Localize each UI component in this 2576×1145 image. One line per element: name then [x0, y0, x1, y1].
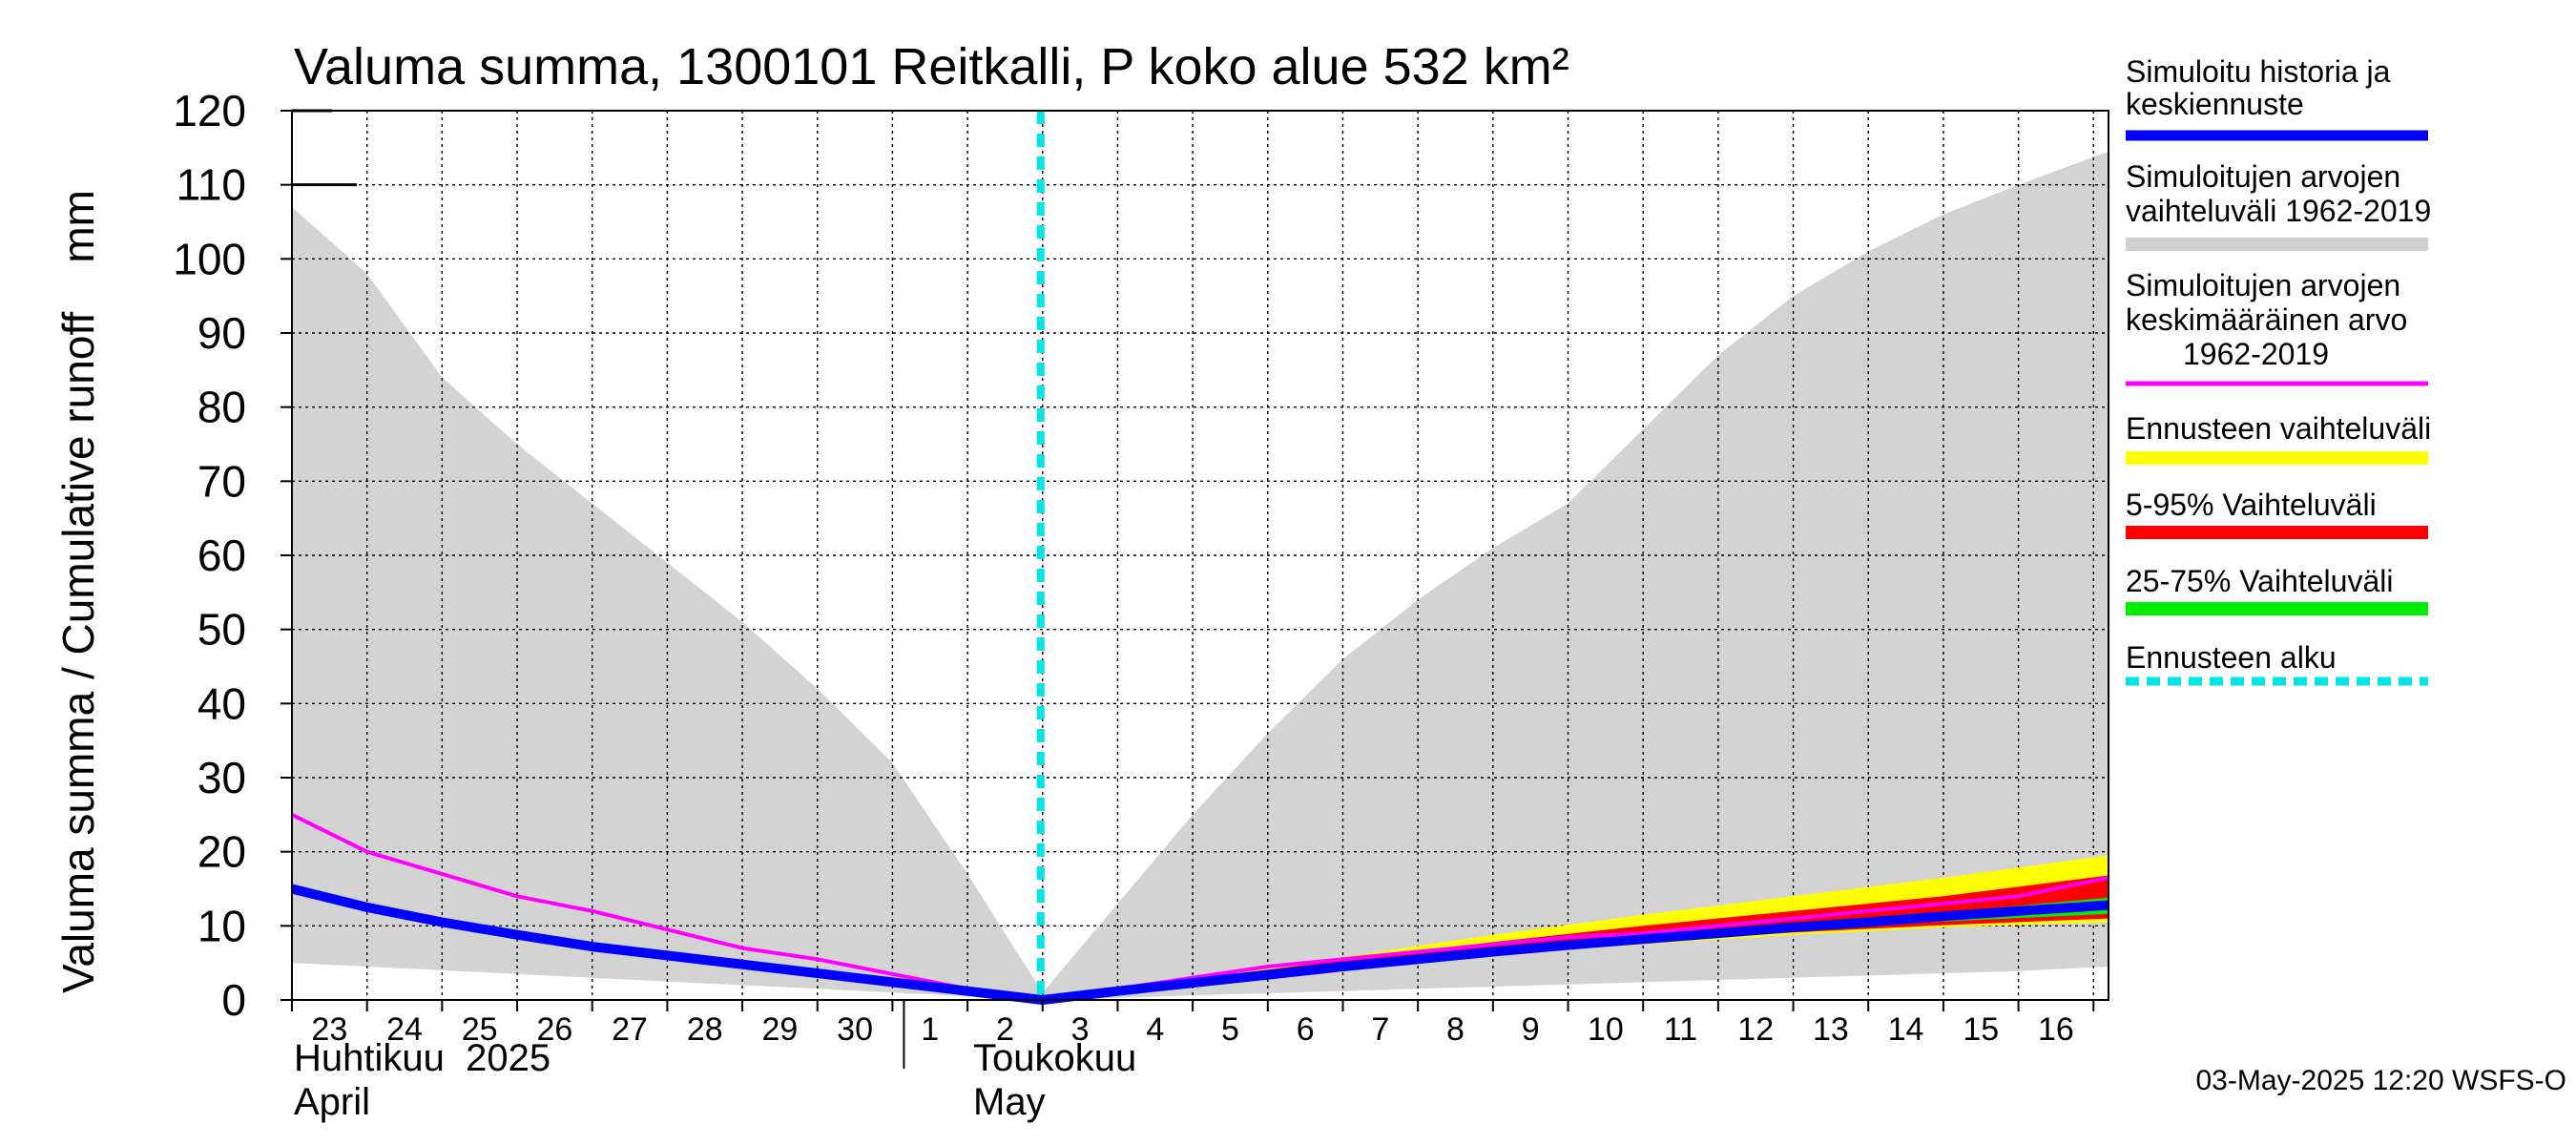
y-tick-label: 0	[221, 975, 246, 1025]
legend-text: vaihteluväli 1962-2019	[2126, 194, 2431, 228]
month-label-may-fi: Toukokuu	[973, 1037, 1136, 1079]
legend-text: Simuloitujen arvojen	[2126, 159, 2400, 194]
x-tick-label: 24	[386, 1011, 423, 1048]
y-tick-label: 90	[197, 308, 246, 358]
x-tick-label: 11	[1664, 1011, 1697, 1048]
legend-text: keskimääräinen arvo	[2126, 302, 2407, 337]
x-tick-label: 6	[1297, 1011, 1315, 1048]
x-tick-label: 16	[2038, 1011, 2074, 1048]
legend-item: 25-75% Vaihteluväli	[2126, 564, 2428, 615]
x-tick-label: 23	[311, 1011, 347, 1048]
y-tick-label: 110	[177, 160, 246, 210]
y-tick-label: 20	[197, 827, 246, 877]
line-simuloitujen-arvojen-keskim-r-inen-arvo-1962-2019	[291, 813, 2109, 1002]
x-tick-label: 12	[1737, 1011, 1774, 1048]
x-tick-label: 27	[612, 1011, 648, 1048]
legend-text: Ennusteen vaihteluväli	[2126, 411, 2431, 446]
legend-text: Ennusteen alku	[2126, 640, 2337, 675]
footer-timestamp: 03-May-2025 12:20 WSFS-O	[2196, 1065, 2567, 1096]
x-tick-label: 4	[1146, 1011, 1164, 1048]
y-tick-label: 40	[197, 678, 246, 728]
y-tick-label: 50	[197, 605, 246, 655]
y-tick-label: 70	[197, 456, 246, 506]
x-tick-label: 5	[1221, 1011, 1239, 1048]
legend-item: 5-95% Vaihteluväli	[2126, 488, 2428, 539]
x-tick-label: 8	[1446, 1011, 1465, 1048]
x-tick-label: 30	[837, 1011, 873, 1048]
x-tick-label: 28	[687, 1011, 723, 1048]
legend-item: Ennusteen alku	[2126, 640, 2428, 686]
y-tick-label: 80	[197, 383, 246, 432]
y-tick-label: 60	[197, 531, 246, 580]
month-label-april-fi: Huhtikuu 2025	[294, 1037, 551, 1079]
chart-title: Valuma summa, 1300101 Reitkalli, P koko …	[294, 38, 1569, 95]
y-tick-label: 120	[173, 86, 246, 135]
x-tick-label: 13	[1813, 1011, 1849, 1048]
x-tick-label: 3	[1071, 1011, 1090, 1048]
y-tick-label: 10	[197, 901, 246, 950]
x-tick-label: 25	[462, 1011, 498, 1048]
line-simuloitu-historia-ja-keskiennuste	[290, 884, 2109, 1005]
legend-text: Simuloitu historia ja	[2126, 54, 2391, 89]
x-tick-label: 26	[536, 1011, 572, 1048]
legend-text: 5-95% Vaihteluväli	[2126, 488, 2377, 522]
legend-text: keskiennuste	[2126, 87, 2304, 121]
legend-text: Simuloitujen arvojen	[2126, 268, 2400, 302]
historical-range-band	[292, 151, 2109, 1000]
y-tick-label: 100	[173, 234, 246, 283]
x-tick-label: 7	[1371, 1011, 1389, 1048]
y-axis-label: Valuma summa / Cumulative runoff mm	[53, 190, 103, 993]
month-label-april-en: April	[294, 1081, 370, 1123]
x-tick-label: 15	[1963, 1011, 1999, 1048]
y-tick-label: 30	[197, 753, 246, 802]
legend-text: 1962-2019	[2183, 337, 2329, 371]
grid	[292, 110, 2109, 1001]
x-tick-label: 9	[1522, 1011, 1540, 1048]
x-tick-label: 1	[921, 1011, 939, 1048]
legend: Simuloitu historia jakeskiennusteSimuloi…	[2126, 54, 2431, 686]
month-label-may-en: May	[973, 1081, 1046, 1123]
legend-item: Ennusteen vaihteluväli	[2126, 411, 2431, 465]
x-tick-label: 29	[761, 1011, 798, 1048]
x-tick-label: 14	[1888, 1011, 1924, 1048]
x-tick-label: 10	[1588, 1011, 1624, 1048]
x-tick-label: 2	[996, 1011, 1014, 1048]
legend-text: 25-75% Vaihteluväli	[2126, 564, 2393, 598]
